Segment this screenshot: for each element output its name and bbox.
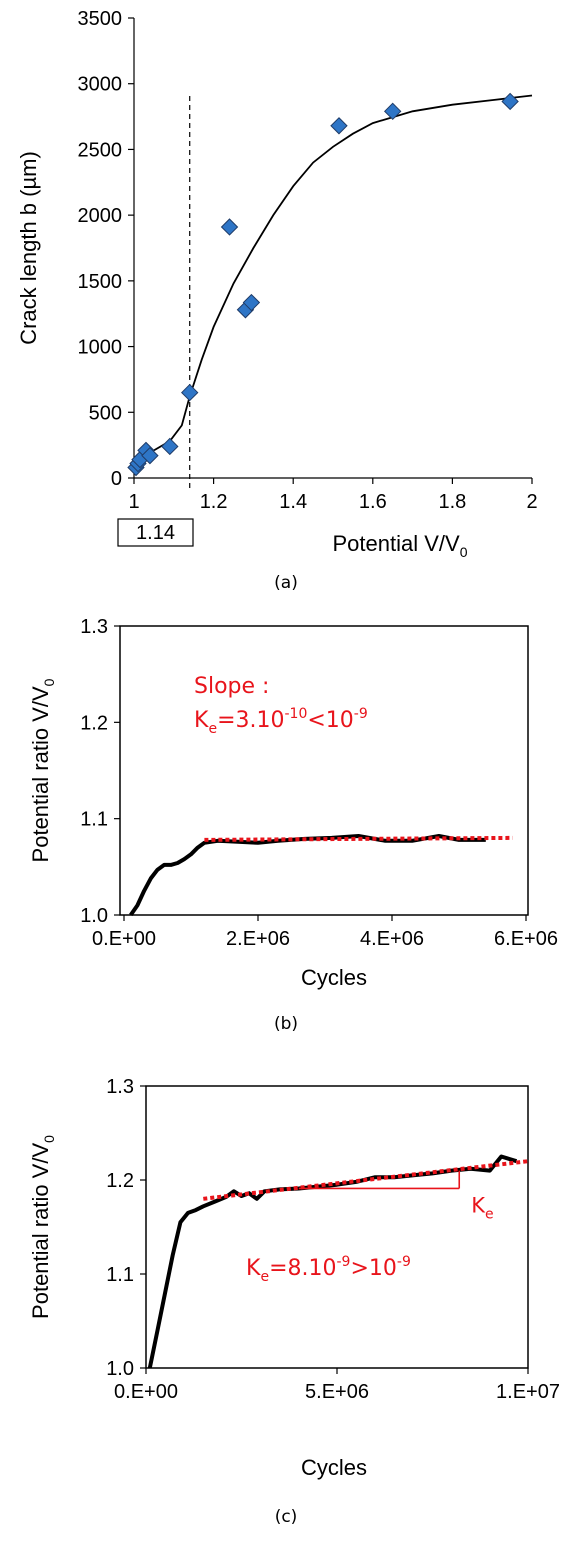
chart-b-y-axis-label-sub: 0 <box>41 678 57 686</box>
chart-a-x-tick-label: 1.6 <box>359 491 387 513</box>
chart-c-triangle-sub: e <box>485 1206 494 1222</box>
chart-a-y-tick-label: 2000 <box>78 205 123 227</box>
chart-a-y-axis-label: Crack length b (µm) <box>16 151 41 345</box>
chart-b: 1.0 1.1 1.2 1.3 0.E+00 2.E+06 4.E+06 6.E+06 Pote… <box>28 616 558 1034</box>
chart-a-data-point <box>141 446 159 465</box>
chart-a-x-axis-label-sub: 0 <box>460 544 468 560</box>
chart-b-data-line <box>129 834 486 917</box>
chart-c-triangle-label: Ke <box>471 1193 493 1222</box>
chart-c-x-tick-label: 5.E+06 <box>305 1381 369 1403</box>
chart-b-y-tick-label: 1.0 <box>80 905 108 927</box>
chart-c-annotation-compare: >10 <box>350 1256 396 1281</box>
chart-c-x-tick-label: 0.E+00 <box>114 1381 178 1403</box>
chart-a-threshold-box <box>117 518 194 547</box>
chart-c-data-line <box>147 1154 518 1369</box>
chart-b-y-axis-label: Potential ratio V/V0 <box>28 678 57 862</box>
chart-b-annotation-sup1: -10 <box>284 706 307 722</box>
chart-b-x-tick-label: 2.E+06 <box>226 928 290 950</box>
chart-a-y-tick-label: 500 <box>89 402 122 424</box>
chart-a-y-tick-label: 1000 <box>78 337 123 359</box>
chart-a-fit-curve <box>133 94 533 469</box>
chart-b-annotation-sup2: -9 <box>354 706 368 722</box>
chart-b-y-tick-label: 1.3 <box>80 616 108 638</box>
chart-c-trend-line <box>203 1159 529 1201</box>
chart-c-x-tick-label: 1.E+07 <box>496 1381 560 1403</box>
chart-a-x-axis-label-main: Potential V/V <box>333 531 461 556</box>
chart-c-x-axis-label: Cycles <box>301 1455 367 1480</box>
chart-c-y-tick-label: 1.3 <box>106 1076 134 1098</box>
chart-c-annotation-value: =8.10 <box>269 1256 336 1281</box>
chart-a-data-point <box>161 437 179 456</box>
chart-b-x-tick-label: 4.E+06 <box>360 928 424 950</box>
chart-c-y-tick-label: 1.0 <box>106 1358 134 1380</box>
chart-a-x-tick-label: 1.4 <box>279 491 307 513</box>
chart-b-annotation-value: =3.10 <box>217 708 284 733</box>
chart-c-triangle-k: K <box>471 1193 486 1217</box>
chart-c-annotation-sup2: -9 <box>397 1254 411 1270</box>
chart-c: 1.0 1.1 1.2 1.3 0.E+00 5.E+06 1.E+07 Potential … <box>28 1076 560 1527</box>
chart-a-y-tick-label: 3500 <box>78 8 123 30</box>
chart-a-y-tick-label: 1500 <box>78 271 123 293</box>
chart-b-y-tick-label: 1.1 <box>80 809 108 831</box>
chart-a-x-tick-label: 1.8 <box>438 491 466 513</box>
chart-a-data-point <box>501 92 519 111</box>
chart-a-data-point <box>242 293 261 312</box>
chart-b-annotation-slope: Slope : <box>194 674 269 699</box>
chart-a-panel-label: (a) <box>274 573 298 593</box>
chart-a-data-point <box>383 102 402 121</box>
chart-a-threshold-label: 1.14 <box>136 522 175 544</box>
chart-c-plot-frame <box>145 1085 529 1369</box>
chart-c-y-axis-label-main: Potential ratio V/V <box>28 1143 53 1319</box>
chart-b-x-tick-label: 6.E+06 <box>494 928 558 950</box>
chart-c-y-axis-label: Potential ratio V/V0 <box>28 1135 57 1319</box>
chart-a-data-point <box>330 117 348 135</box>
chart-b-plot-frame <box>119 625 529 916</box>
chart-b-trend-line <box>204 835 513 842</box>
chart-a-data-point <box>220 218 239 236</box>
chart-a-y-tick-label: 3000 <box>78 74 123 96</box>
chart-b-annotation-k: K <box>194 708 209 733</box>
chart-a-x-axis-label: Potential V/V0 <box>333 531 468 560</box>
chart-c-y-tick-label: 1.2 <box>106 1170 134 1192</box>
chart-a: 0 500 1000 1500 2000 2500 3000 3500 1 1.2 1.4 1.6 1.… <box>16 8 538 593</box>
chart-a-x-tick-label: 1.2 <box>200 491 228 513</box>
chart-b-y-tick-label: 1.2 <box>80 712 108 734</box>
chart-c-annotation-sub: e <box>260 1269 269 1285</box>
chart-c-annotation-sup1: -9 <box>336 1254 350 1270</box>
chart-b-y-axis-label-main: Potential ratio V/V <box>28 686 53 862</box>
chart-c-panel-label: (c) <box>275 1507 298 1527</box>
chart-b-annotation-ke: Ke=3.10-10<10-9 <box>194 706 368 737</box>
chart-b-x-tick-label: 0.E+00 <box>92 928 156 950</box>
chart-c-annotation-k: K <box>246 1256 261 1281</box>
chart-a-x-tick-label: 1 <box>128 491 139 513</box>
chart-a-y-tick-label: 0 <box>111 468 122 490</box>
chart-b-annotation-compare: <10 <box>307 708 353 733</box>
chart-b-panel-label: (b) <box>274 1014 298 1034</box>
chart-b-annotation-sub: e <box>208 721 217 737</box>
chart-c-annotation-ke: Ke=8.10-9>10-9 <box>246 1254 411 1285</box>
chart-a-data-point <box>181 383 199 402</box>
chart-c-y-tick-label: 1.1 <box>106 1264 134 1286</box>
chart-b-x-axis-label: Cycles <box>301 965 367 990</box>
chart-a-x-tick-label: 2 <box>526 491 537 513</box>
chart-a-y-tick-label: 2500 <box>78 139 123 161</box>
chart-c-y-axis-label-sub: 0 <box>41 1135 57 1143</box>
